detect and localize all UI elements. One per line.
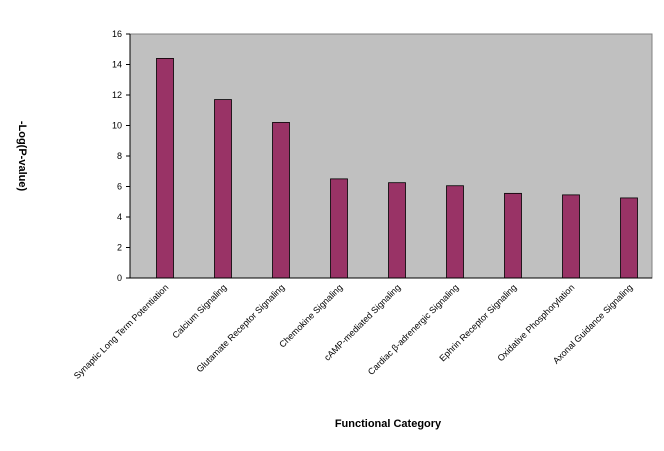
y-tick-label: 2 bbox=[117, 243, 122, 253]
bar bbox=[446, 185, 464, 279]
bar bbox=[562, 194, 580, 279]
x-tick-label: Calcium Signaling bbox=[170, 282, 228, 340]
y-tick-label: 16 bbox=[112, 29, 122, 39]
bar bbox=[388, 182, 406, 279]
y-tick-label: 0 bbox=[117, 273, 122, 283]
bar bbox=[620, 197, 638, 279]
x-axis-title: Functional Category bbox=[335, 418, 442, 430]
x-tick-label: Synaptic Long Term Potentiation bbox=[72, 282, 171, 381]
bar bbox=[272, 122, 290, 279]
y-tick-label: 10 bbox=[112, 121, 122, 131]
y-tick-label: 12 bbox=[112, 90, 122, 100]
bar bbox=[156, 58, 174, 279]
bar bbox=[214, 99, 232, 279]
bar bbox=[330, 178, 348, 279]
bar bbox=[504, 192, 522, 279]
y-tick-label: 14 bbox=[112, 60, 122, 70]
x-tick-label: Chemokine Signaling bbox=[277, 282, 344, 349]
y-tick-label: 6 bbox=[117, 182, 122, 192]
y-axis-title: -Log(P-value) bbox=[16, 121, 28, 192]
y-tick-label: 8 bbox=[117, 151, 122, 161]
y-tick-label: 4 bbox=[117, 212, 122, 222]
